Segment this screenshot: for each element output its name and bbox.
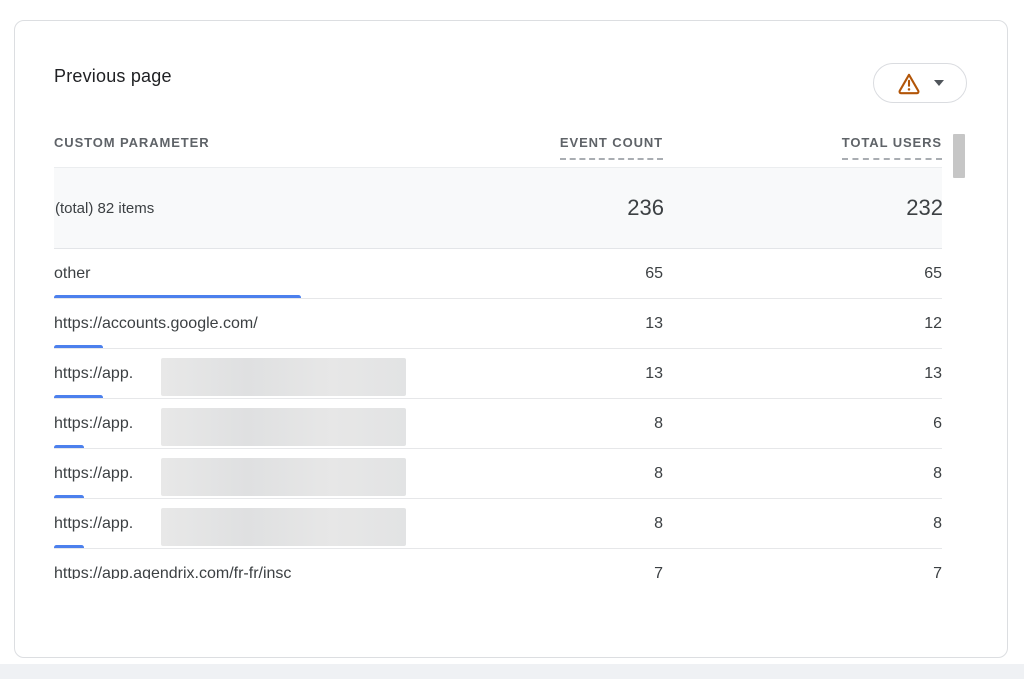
redacted-region [161, 508, 406, 546]
row-parameter: https://app. [54, 364, 134, 382]
row-total-users: 6 [933, 414, 942, 432]
redacted-region [161, 408, 406, 446]
total-row-label: (total) 82 items [55, 199, 155, 217]
row-parameter-cell: https://app. [54, 499, 463, 548]
row-event-count: 8 [654, 414, 663, 432]
row-total-users: 12 [924, 314, 942, 332]
table-row[interactable]: https://app. 13 13 [54, 349, 942, 399]
table-total-row: (total) 82 items 236 232 [54, 167, 942, 249]
row-parameter: https://accounts.google.com/ [54, 314, 258, 332]
row-parameter: https://app. [54, 514, 134, 532]
redacted-region [161, 458, 406, 496]
row-event-count: 13 [645, 314, 663, 332]
table-row[interactable]: https://app. 8 8 [54, 499, 942, 549]
row-parameter-cell: https://app. [54, 449, 463, 498]
table-header-row: CUSTOM PARAMETER EVENT COUNT TOTAL USERS [54, 134, 942, 160]
column-header-total-users[interactable]: TOTAL USERS [663, 134, 942, 160]
table-row[interactable]: https://app. 8 8 [54, 449, 942, 499]
table-row[interactable]: https://app.agendrix.com/fr-fr/insc 7 7 [54, 549, 942, 580]
row-parameter-cell: other [54, 249, 463, 298]
vertical-scrollbar-thumb[interactable] [953, 134, 965, 178]
row-event-count: 13 [645, 364, 663, 382]
value-bar [54, 495, 84, 498]
row-parameter-cell: https://app. [54, 349, 463, 398]
column-header-custom-parameter[interactable]: CUSTOM PARAMETER [54, 135, 210, 150]
table-body: other 65 65 https://accounts.google.com/… [54, 249, 942, 579]
row-event-count: 8 [654, 514, 663, 532]
total-total-users: 232 [906, 195, 942, 220]
row-parameter: other [54, 264, 91, 282]
chevron-down-icon [933, 80, 944, 86]
total-event-count: 236 [627, 195, 664, 220]
row-total-users: 7 [933, 564, 942, 580]
table-row[interactable]: other 65 65 [54, 249, 942, 299]
table-scroll-area[interactable]: (total) 82 items 236 232 other 65 65 htt… [54, 167, 942, 579]
value-bar [54, 295, 301, 298]
row-total-users: 8 [933, 464, 942, 482]
row-parameter: https://app.agendrix.com/fr-fr/insc [54, 564, 292, 580]
row-total-users: 13 [924, 364, 942, 382]
card-title: Previous page [54, 66, 172, 86]
previous-page-card: Previous page CUSTOM PARAMETER EVENT COU… [14, 20, 1008, 658]
value-bar [54, 445, 84, 448]
row-parameter: https://app. [54, 414, 134, 432]
row-parameter: https://app. [54, 464, 134, 482]
table-row[interactable]: https://app. 8 6 [54, 399, 942, 449]
row-parameter-cell: https://app. [54, 399, 463, 448]
redacted-region [161, 358, 406, 396]
row-total-users: 8 [933, 514, 942, 532]
data-quality-dropdown-button[interactable] [873, 63, 967, 103]
row-total-users: 65 [924, 264, 942, 282]
value-bar [54, 345, 103, 348]
row-parameter-cell: https://app.agendrix.com/fr-fr/insc [54, 549, 463, 580]
column-header-event-count[interactable]: EVENT COUNT [463, 134, 663, 160]
row-event-count: 8 [654, 464, 663, 482]
warning-triangle-icon [897, 73, 920, 95]
row-event-count: 7 [654, 564, 663, 580]
table-row[interactable]: https://accounts.google.com/ 13 12 [54, 299, 942, 349]
value-bar [54, 545, 84, 548]
row-parameter-cell: https://accounts.google.com/ [54, 299, 463, 348]
page-background-strip [0, 664, 1024, 679]
row-event-count: 65 [645, 264, 663, 282]
value-bar [54, 395, 103, 398]
